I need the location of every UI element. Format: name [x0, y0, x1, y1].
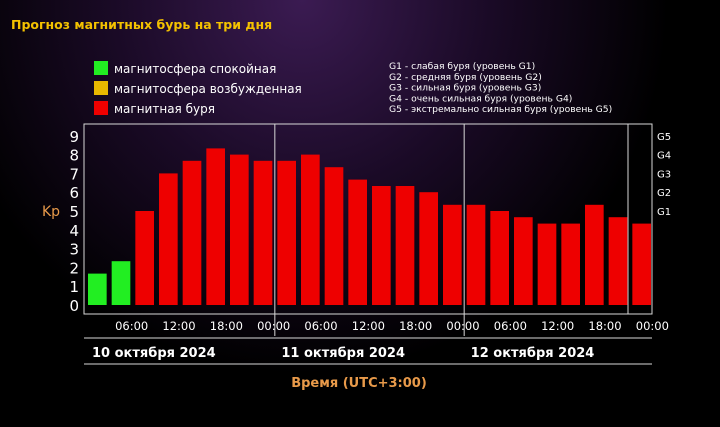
kp-bar	[230, 154, 249, 305]
legend-swatch	[94, 101, 108, 115]
kp-bar	[514, 217, 533, 305]
kp-bar	[206, 148, 225, 305]
y-axis-label: Kp	[42, 204, 60, 220]
x-tick-label: 18:00	[399, 319, 432, 333]
y-tick-label: 6	[69, 184, 79, 202]
g-tick-label: G3	[657, 169, 671, 180]
y-tick-label: 3	[69, 241, 79, 259]
day-label: 11 октября 2024	[281, 346, 405, 361]
kp-bar	[88, 273, 107, 305]
kp-bar	[443, 204, 462, 305]
x-tick-label: 12:00	[541, 319, 574, 333]
g-scale-entry: G4 - очень сильная буря (уровень G4)	[389, 93, 572, 104]
legend-swatch	[94, 81, 108, 95]
y-tick-label: 9	[69, 128, 79, 146]
y-tick-label: 1	[69, 278, 79, 296]
kp-bar	[537, 223, 557, 305]
kp-bar	[561, 223, 580, 305]
kp-bar	[301, 154, 320, 305]
day-label: 10 октября 2024	[92, 346, 216, 361]
kp-bar	[348, 179, 367, 305]
kp-bar	[585, 204, 604, 305]
x-tick-label: 00:00	[257, 319, 290, 333]
kp-bar	[159, 173, 178, 305]
legend-swatch	[94, 61, 108, 75]
g-scale-entry: G3 - сильная буря (уровень G3)	[389, 83, 541, 94]
g-tick-label: G1	[657, 207, 671, 218]
x-axis-label: Время (UTC+3:00)	[291, 376, 427, 391]
x-tick-label: 18:00	[210, 319, 243, 333]
kp-bar	[608, 217, 628, 305]
kp-bar	[253, 160, 273, 305]
y-tick-label: 5	[69, 203, 79, 221]
g-tick-label: G5	[657, 132, 671, 143]
y-tick-label: 8	[69, 147, 79, 165]
x-tick-label: 06:00	[304, 319, 337, 333]
x-tick-label: 06:00	[115, 319, 148, 333]
x-tick-label: 12:00	[352, 319, 385, 333]
kp-bar	[419, 192, 438, 305]
kp-bar	[466, 204, 486, 305]
g-scale-entry: G2 - средняя буря (уровень G2)	[389, 72, 542, 83]
y-tick-label: 7	[69, 165, 79, 183]
kp-bar	[182, 160, 202, 305]
y-tick-label: 2	[69, 259, 79, 277]
y-tick-label: 4	[69, 222, 79, 240]
kp-bar	[372, 185, 391, 305]
x-tick-label: 00:00	[446, 319, 479, 333]
g-tick-label: G4	[657, 151, 671, 162]
kp-bar	[111, 261, 131, 305]
legend-label: магнитосфера спокойная	[114, 62, 276, 76]
x-tick-label: 06:00	[494, 319, 527, 333]
legend-label: магнитосфера возбужденная	[114, 82, 302, 96]
g-scale-entry: G1 - слабая буря (уровень G1)	[389, 61, 535, 72]
plot-frame	[83, 123, 653, 315]
x-tick-label: 18:00	[588, 319, 621, 333]
kp-bar	[490, 211, 509, 305]
kp-bar	[324, 167, 344, 305]
kp-bar	[135, 211, 154, 305]
kp-bar	[632, 223, 651, 305]
y-tick-label: 0	[69, 297, 79, 315]
day-label: 12 октября 2024	[471, 346, 595, 361]
g-scale-entry: G5 - экстремально сильная буря (уровень …	[389, 104, 612, 115]
kp-bar	[277, 160, 296, 305]
legend-label: магнитная буря	[114, 102, 215, 116]
page-title: Прогноз магнитных бурь на три дня	[11, 17, 273, 32]
x-tick-label: 00:00	[636, 319, 669, 333]
x-tick-label: 12:00	[162, 319, 195, 333]
g-tick-label: G2	[657, 188, 671, 199]
kp-bar	[395, 185, 415, 305]
